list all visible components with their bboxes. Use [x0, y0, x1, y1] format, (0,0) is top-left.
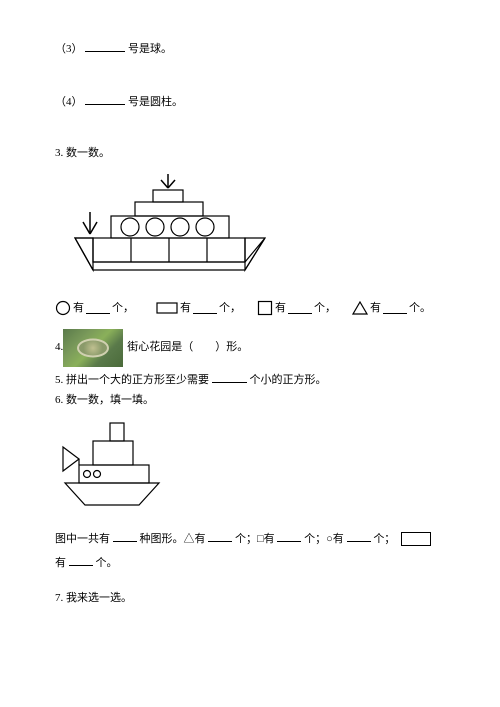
q5-text: 5. 拼出一个大的正方形至少需要 [55, 374, 209, 386]
rect-label: 有 [180, 300, 191, 317]
q6-prefix: 图中一共有 [55, 533, 110, 545]
blank-q6-rect[interactable] [69, 554, 93, 566]
garden-image [63, 329, 123, 367]
blank-rect[interactable] [193, 302, 217, 314]
question-4: 4. 街心花园是（ ）形。 [55, 329, 445, 367]
rectangle-icon [156, 301, 178, 315]
blank-q3-4[interactable] [85, 93, 125, 105]
q6-tail: 有 [55, 557, 66, 569]
boat-figure [55, 172, 445, 293]
square-label: 有 [275, 300, 286, 317]
circle-icon [55, 300, 71, 316]
blank-q5[interactable] [212, 371, 247, 383]
triangle-count-item: 有 个。 [352, 300, 431, 317]
q3-4-prefix: （4） [55, 96, 83, 108]
blank-circle[interactable] [86, 302, 110, 314]
q3-4-suffix: 号是圆柱。 [128, 96, 183, 108]
triangle-unit: 个。 [409, 300, 431, 317]
blank-q6-tri[interactable] [208, 530, 232, 542]
boat-svg [55, 172, 280, 287]
q6-mid1: 种图形。△有 [140, 533, 206, 545]
shape-count-row: 有 个， 有 个， 有 个， 有 个。 [55, 300, 445, 317]
q3-count-label: 3. 数一数。 [55, 147, 110, 159]
q5-suffix: 个小的正方形。 [250, 374, 327, 386]
circle-count-item: 有 个， [55, 300, 134, 317]
question-6-text: 图中一共有 种图形。△有 个；□有 个；○有 个； 有 个。 [55, 527, 445, 575]
question-3-sub-4: （4） 号是圆柱。 [55, 93, 445, 111]
blank-square[interactable] [288, 302, 312, 314]
square-unit: 个， [314, 300, 336, 317]
blank-q3-3[interactable] [85, 40, 125, 52]
rect-count-item: 有 个， [156, 300, 241, 317]
rect-unit: 个， [219, 300, 241, 317]
q6-mid4: 个； [373, 533, 395, 545]
question-3-sub-3: （3） 号是球。 [55, 40, 445, 58]
blank-triangle[interactable] [383, 302, 407, 314]
triangle-icon [352, 301, 368, 315]
q3-3-suffix: 号是球。 [128, 43, 172, 55]
blank-q6-circ[interactable] [347, 530, 371, 542]
question-6-title: 6. 数一数，填一填。 [55, 392, 445, 409]
question-7: 7. 我来选一选。 [55, 590, 445, 607]
square-icon [257, 300, 273, 316]
q6-mid3: 个；○有 [304, 533, 344, 545]
q4-text: 街心花园是（ ）形。 [127, 339, 248, 356]
circle-unit: 个， [112, 300, 134, 317]
q6-tail2: 个。 [96, 557, 118, 569]
question-5: 5. 拼出一个大的正方形至少需要 个小的正方形。 [55, 371, 445, 389]
blank-q6-sq[interactable] [277, 530, 301, 542]
blank-q6-kinds[interactable] [113, 530, 137, 542]
question-3-count: 3. 数一数。 [55, 145, 445, 162]
circle-label: 有 [73, 300, 84, 317]
small-boat-figure [55, 419, 445, 520]
small-boat-svg [55, 419, 170, 514]
q3-3-prefix: （3） [55, 43, 83, 55]
q4-prefix: 4. [55, 339, 63, 356]
triangle-label: 有 [370, 300, 381, 317]
q6-title-text: 6. 数一数，填一填。 [55, 394, 154, 406]
square-count-item: 有 个， [257, 300, 336, 317]
rectangle-shape-inline [401, 532, 431, 546]
q7-text: 7. 我来选一选。 [55, 592, 132, 604]
q6-mid2: 个；□有 [235, 533, 275, 545]
